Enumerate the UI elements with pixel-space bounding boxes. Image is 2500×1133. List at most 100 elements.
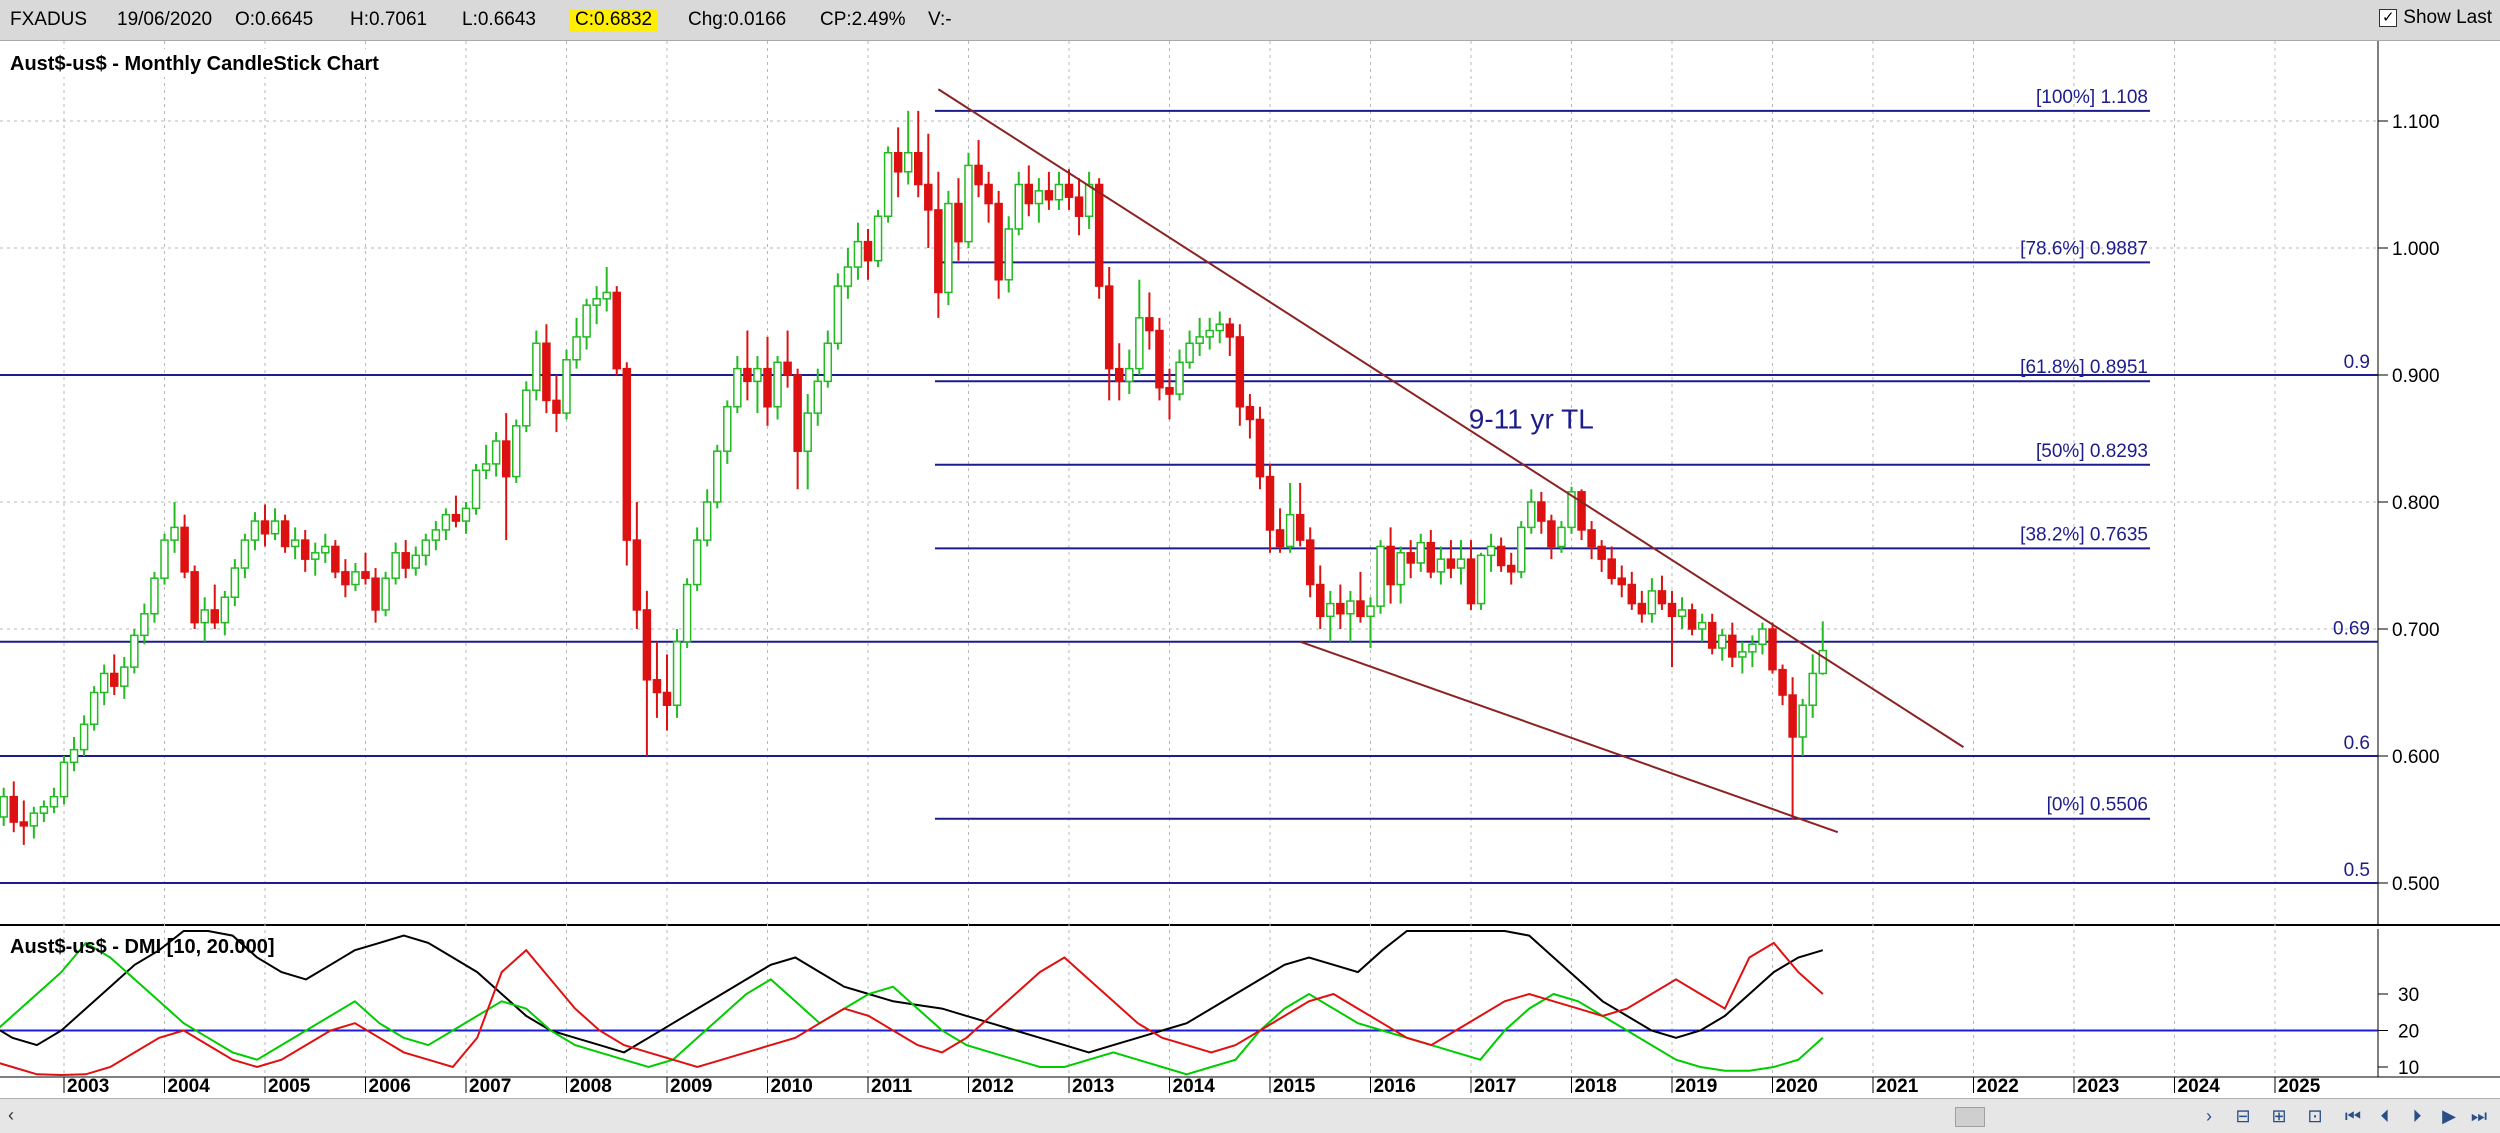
candle-body: [853, 240, 863, 268]
candle-body: [1517, 526, 1526, 573]
candle-body: [702, 501, 712, 541]
candle-body: [813, 380, 822, 414]
candle-body: [592, 298, 601, 306]
step-back-icon[interactable]: ⏴: [2380, 1106, 2390, 1126]
candle-body: [1446, 558, 1456, 569]
scroll-right-icon[interactable]: ›: [2206, 1106, 2212, 1126]
show-last-toggle[interactable]: ✓ Show Last: [2379, 7, 2492, 29]
candle-body: [672, 640, 682, 706]
candle-body: [331, 545, 340, 573]
checkbox-icon[interactable]: ✓: [2379, 9, 2398, 27]
candle-body: [1044, 190, 1054, 201]
candle-body: [1356, 600, 1365, 618]
candle-body: [49, 795, 59, 808]
candle-body: [1718, 634, 1727, 649]
candle-body: [321, 545, 330, 554]
candle-body: [1305, 539, 1315, 586]
candle-body: [662, 691, 672, 706]
zoom-in-icon[interactable]: ⊞: [2271, 1106, 2287, 1126]
support-resistance-label: 0.6: [2344, 733, 2370, 754]
candle-body: [1145, 317, 1154, 332]
candle-body: [964, 164, 973, 243]
year-label: 2018: [1575, 1076, 1617, 1097]
candle-body: [1677, 609, 1687, 618]
jump-start-icon[interactable]: ⏮: [2344, 1106, 2362, 1126]
candle-body: [9, 795, 18, 823]
year-label: 2015: [1273, 1076, 1316, 1097]
candle-body: [1537, 501, 1546, 522]
candle-body: [823, 342, 833, 383]
candle-body: [682, 583, 692, 643]
candle-body: [1808, 672, 1817, 706]
support-resistance-label: 0.69: [2333, 619, 2370, 640]
candle-body: [441, 513, 451, 531]
candle-body: [1094, 183, 1104, 287]
candle-body: [1316, 583, 1325, 618]
candle-body: [1265, 475, 1275, 531]
candle-body: [542, 342, 551, 402]
fibonacci-label: [50%] 0.8293: [2036, 441, 2148, 462]
candle-body: [793, 374, 802, 452]
year-label: 2007: [469, 1076, 511, 1097]
candle-body: [170, 526, 179, 541]
candle-body: [1798, 704, 1807, 738]
dmi-series-line: [0, 930, 1824, 1054]
candle-body: [1024, 183, 1034, 205]
candle-body: [190, 571, 199, 624]
year-label: 2006: [369, 1076, 411, 1097]
candle-body: [29, 812, 39, 827]
candle-body: [180, 526, 189, 573]
ohlc-toolbar: FXADUS 19/06/2020 O:0.6645 H:0.7061 L:0.…: [0, 0, 2500, 41]
support-resistance-label: 0.9: [2344, 352, 2370, 373]
candle-body: [200, 609, 209, 624]
candle-body: [1597, 545, 1606, 560]
candle-body: [552, 399, 561, 414]
candle-body: [612, 291, 621, 370]
candle-body: [431, 529, 441, 541]
candle-body: [481, 463, 491, 471]
year-label: 2024: [2178, 1076, 2221, 1097]
year-label: 2010: [771, 1076, 813, 1097]
year-label: 2022: [1977, 1076, 2019, 1097]
candle-body: [371, 577, 380, 611]
candle-body: [1527, 501, 1536, 529]
candle-body: [642, 609, 652, 681]
step-forward-icon[interactable]: ⏵: [2412, 1106, 2422, 1126]
candle-body: [391, 552, 400, 579]
candle-body: [19, 821, 29, 827]
candle-body: [753, 367, 762, 383]
year-label: 2009: [670, 1076, 712, 1097]
candle-body: [803, 412, 812, 452]
candle-body: [250, 520, 260, 541]
play-icon[interactable]: ▶: [2442, 1106, 2456, 1126]
candle-body: [1657, 590, 1667, 605]
y-tick-label: 0.500: [2392, 874, 2440, 895]
candle-body: [934, 209, 943, 294]
candle-body: [1567, 491, 1576, 529]
jump-end-icon[interactable]: ⏭: [2470, 1106, 2488, 1126]
candle-body: [632, 539, 642, 611]
candle-body: [130, 634, 139, 668]
zoom-out-icon[interactable]: ⊟: [2235, 1106, 2251, 1126]
candle-body: [1165, 386, 1174, 395]
scroll-left-icon[interactable]: ‹: [8, 1105, 14, 1125]
scroll-bar[interactable]: ‹ › ⊟ ⊞ ⊡ ⏮ ⏴ ⏵ ▶ ⏭: [0, 1098, 2500, 1133]
zoom-reset-icon[interactable]: ⊡: [2307, 1106, 2323, 1126]
candle-body: [692, 539, 702, 586]
candle-body: [1778, 668, 1787, 696]
candle-body: [1406, 552, 1415, 564]
symbol-label: FXADUS: [10, 9, 88, 30]
candle-body: [572, 336, 581, 361]
candle-body: [954, 202, 963, 243]
candle-body: [1637, 602, 1647, 615]
candle-body: [1627, 583, 1637, 605]
candle-body: [260, 520, 270, 535]
candle-body: [1225, 323, 1235, 338]
chart-area[interactable]: 2003 2004 2005 2006 2007 2008 2009 2010 2011 2012…: [0, 41, 2500, 1098]
candle-body: [1064, 183, 1074, 198]
scroll-thumb[interactable]: [1955, 1107, 1985, 1127]
candle-body: [723, 406, 732, 452]
candle-body: [1617, 577, 1626, 586]
high-value: H:0.7061: [350, 9, 428, 30]
fibonacci-label: [100%] 1.108: [2036, 87, 2148, 108]
